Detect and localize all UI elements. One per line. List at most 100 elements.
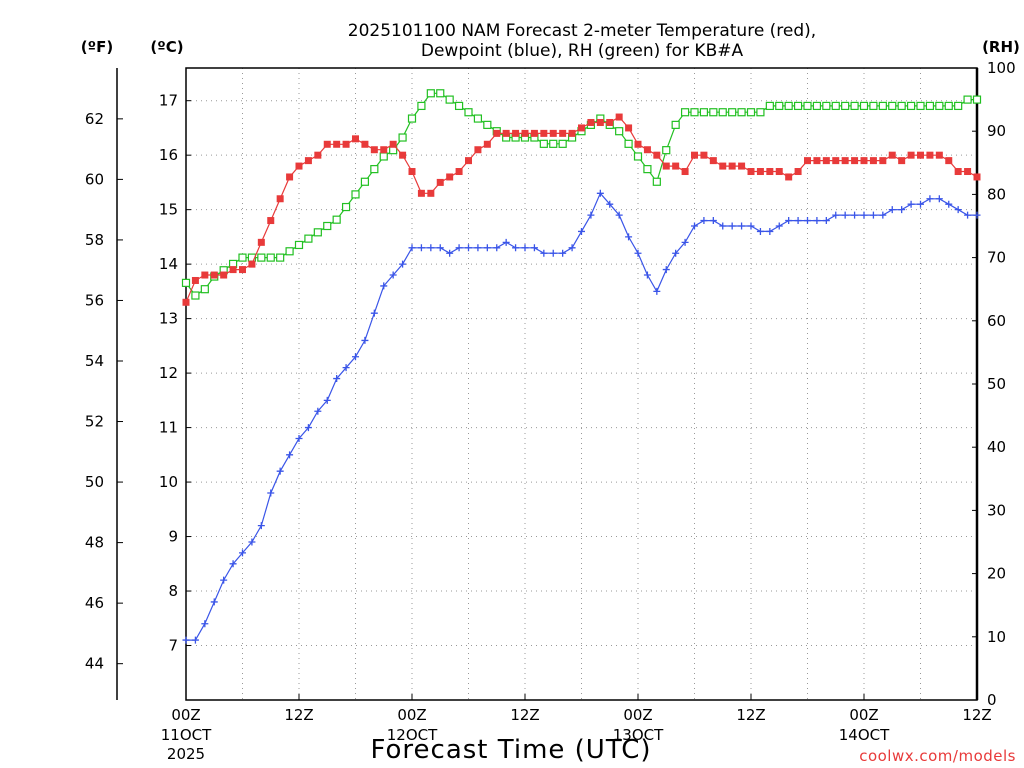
temperature-point xyxy=(832,157,840,165)
dewpoint-point xyxy=(295,434,303,442)
rh-point xyxy=(916,101,925,111)
fahrenheit-tick-label: 56 xyxy=(85,291,104,309)
rh-point xyxy=(954,101,963,111)
temperature-point xyxy=(314,151,322,159)
temperature-point xyxy=(794,168,802,176)
dewpoint-point xyxy=(257,522,265,530)
dewpoint-point xyxy=(342,364,350,372)
rh-point xyxy=(398,133,407,142)
rh-point xyxy=(822,101,831,111)
dewpoint-point xyxy=(380,282,388,290)
dewpoint-point xyxy=(719,222,727,230)
rh-point xyxy=(859,101,869,111)
dewpoint-point xyxy=(851,211,859,219)
chart-title: 2025101100 NAM Forecast 2-meter Temperat… xyxy=(348,21,816,41)
rh-point xyxy=(662,146,671,155)
rh-point xyxy=(276,253,285,262)
temperature-point xyxy=(446,173,454,181)
dewpoint-point xyxy=(323,396,331,404)
dewpoint-point xyxy=(446,249,454,257)
temperature-point xyxy=(540,129,548,137)
temperature-point xyxy=(342,140,350,148)
dewpoint-point xyxy=(474,244,482,252)
temperature-point xyxy=(521,129,529,137)
rh-point xyxy=(624,139,633,148)
celsius-tick-label: 15 xyxy=(159,201,178,219)
rh-point xyxy=(671,120,680,129)
temperature-point xyxy=(399,151,407,159)
dewpoint-point xyxy=(389,271,397,279)
dewpoint-point xyxy=(879,211,887,219)
rh-point xyxy=(454,101,464,111)
rh-point xyxy=(436,89,445,98)
rh-tick-label: 100 xyxy=(987,59,1016,77)
dewpoint-point xyxy=(248,538,256,546)
temperature-point xyxy=(973,173,981,181)
temperature-point xyxy=(756,168,764,176)
dewpoint-point xyxy=(399,260,407,268)
dewpoint-point xyxy=(794,217,802,225)
rh-point xyxy=(539,139,548,148)
dewpoint-point xyxy=(738,222,746,230)
temperature-point xyxy=(869,157,877,165)
rh-point xyxy=(897,101,906,111)
temperature-point xyxy=(502,129,510,137)
x-tick-label-time: 12Z xyxy=(962,706,991,724)
rh-point xyxy=(370,165,379,174)
dewpoint-point xyxy=(267,489,275,497)
temperature-point xyxy=(568,129,576,137)
rh-point xyxy=(935,101,944,111)
rh-point xyxy=(925,101,935,111)
data-series xyxy=(181,89,982,644)
rh-point xyxy=(181,278,191,287)
temperature-point xyxy=(841,157,849,165)
temperature-point xyxy=(295,162,303,170)
x-tick-label-date: 13OCT xyxy=(613,726,664,744)
dewpoint-point xyxy=(596,189,604,197)
rh-point xyxy=(407,114,417,123)
x-tick-label-time: 12Z xyxy=(510,706,539,724)
temperature-point xyxy=(917,151,924,159)
fahrenheit-unit-label: (ºF) xyxy=(81,38,113,56)
rh-point xyxy=(643,165,652,174)
rh-point xyxy=(652,177,661,186)
temperature-point xyxy=(417,189,425,197)
x-tick-label-time: 00Z xyxy=(171,706,200,724)
rh-point xyxy=(699,108,709,117)
dewpoint-point xyxy=(559,249,567,257)
fahrenheit-tick-label: 52 xyxy=(85,413,104,431)
temperature-point xyxy=(907,151,915,159)
temperature-point xyxy=(747,168,755,176)
rh-point xyxy=(746,108,756,117)
dewpoint-point xyxy=(954,206,962,214)
dewpoint-point xyxy=(615,211,623,219)
temperature-point xyxy=(634,140,642,148)
temperature-point xyxy=(427,189,435,197)
rh-point xyxy=(285,247,294,256)
celsius-tick-label: 10 xyxy=(159,473,178,491)
rh-point xyxy=(690,108,699,117)
rh-point xyxy=(323,221,332,231)
x-tick-label-time: 12Z xyxy=(284,706,313,724)
temperature-point xyxy=(267,217,275,225)
temperature-point xyxy=(304,157,312,165)
celsius-unit-label: (ºC) xyxy=(150,38,183,56)
dewpoint-point xyxy=(483,244,491,252)
rh-tick-label: 0 xyxy=(987,691,997,709)
fahrenheit-tick-label: 58 xyxy=(85,231,104,249)
rh-point xyxy=(473,114,483,123)
dewpoint-point xyxy=(691,222,698,230)
rh-point xyxy=(888,101,897,111)
dewpoint-point xyxy=(973,211,981,219)
temperature-point xyxy=(691,151,698,159)
dewpoint-point xyxy=(521,244,529,252)
temperature-point xyxy=(681,168,689,176)
dewpoint-point xyxy=(427,244,435,252)
celsius-tick-label: 16 xyxy=(159,146,178,164)
dewpoint-point xyxy=(804,217,811,225)
temperature-point xyxy=(229,266,237,274)
temperature-point xyxy=(201,271,209,279)
axes xyxy=(116,67,979,701)
rh-tick-label: 30 xyxy=(987,501,1006,519)
rh-point xyxy=(238,253,247,262)
